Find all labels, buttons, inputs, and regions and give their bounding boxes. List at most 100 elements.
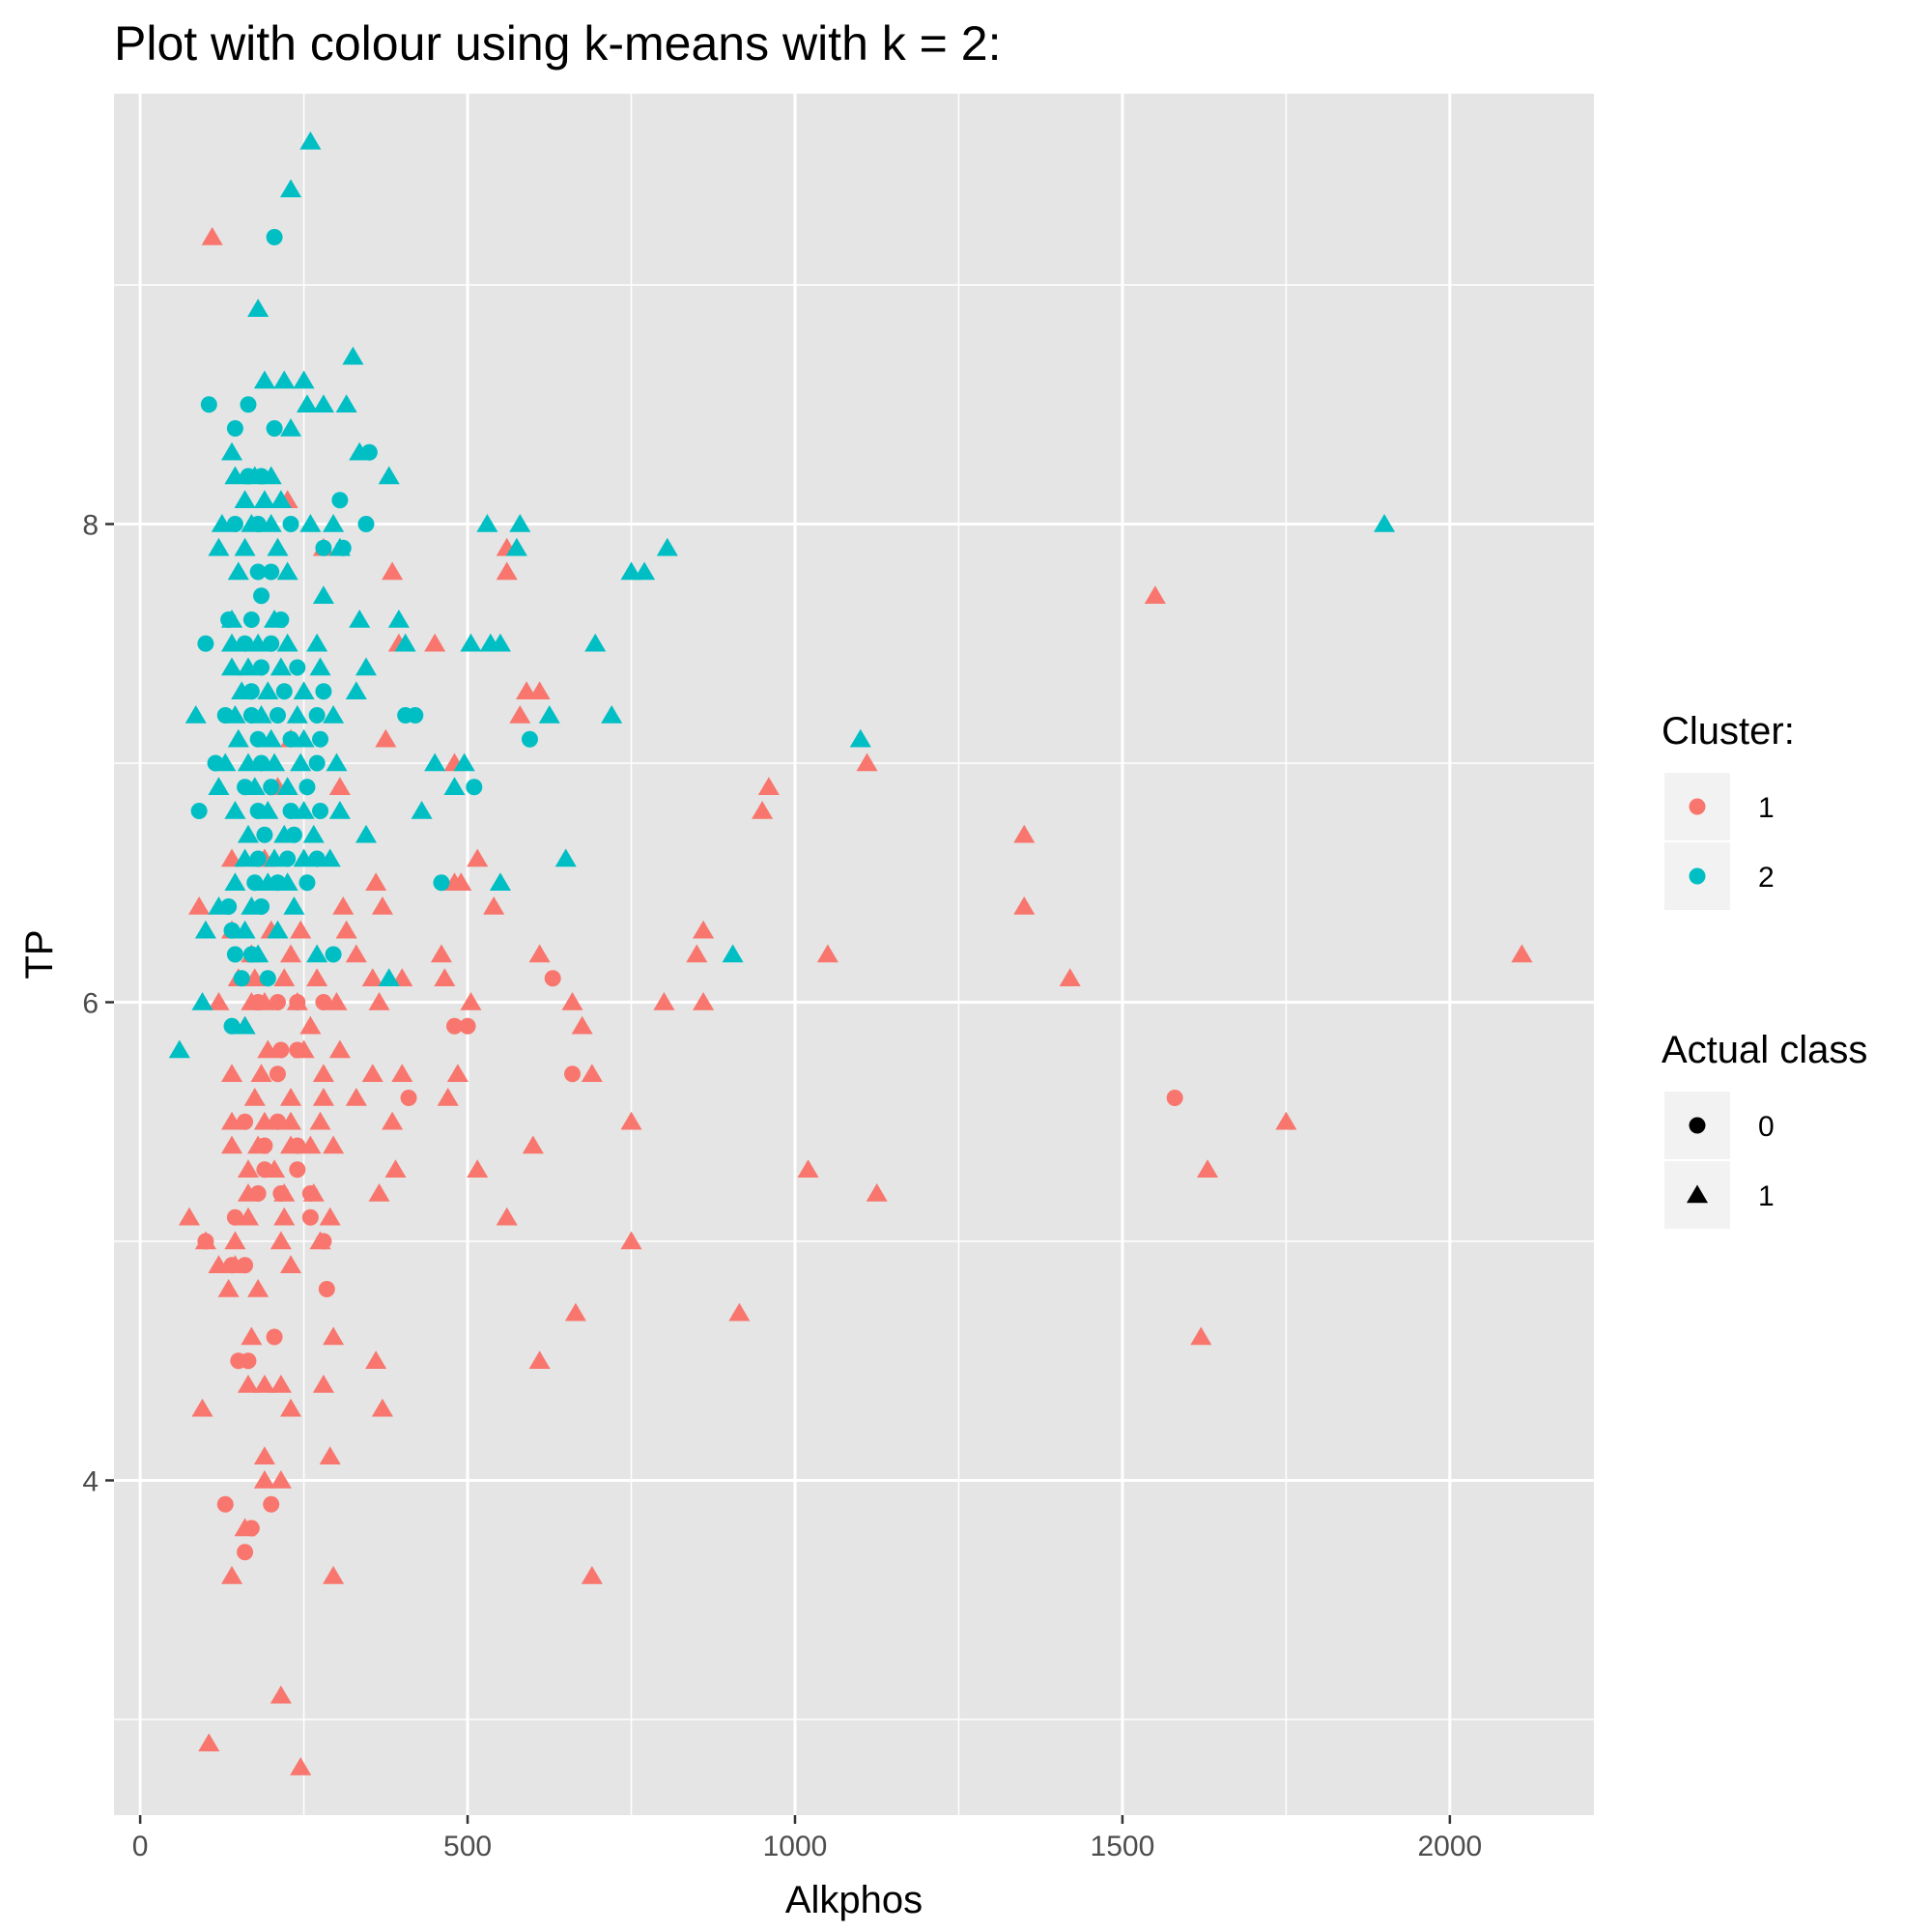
data-point-cluster-1 — [249, 994, 267, 1010]
data-point-cluster-2 — [357, 516, 375, 532]
data-point-cluster-1 — [253, 1111, 275, 1130]
data-point-cluster-2 — [237, 753, 259, 772]
data-point-cluster-1 — [345, 944, 367, 963]
data-point-cluster-1 — [240, 1352, 257, 1370]
data-point-cluster-1 — [306, 968, 328, 986]
data-point-cluster-2 — [247, 633, 270, 652]
data-point-cluster-2 — [282, 516, 299, 532]
data-point-cluster-2 — [253, 898, 270, 915]
data-point-cluster-2 — [253, 754, 270, 772]
data-point-cluster-2 — [325, 946, 342, 963]
data-point-cluster-2 — [234, 920, 256, 939]
data-point-cluster-2 — [272, 611, 290, 628]
legend-key-circle — [1689, 1117, 1706, 1134]
data-point-cluster-1 — [270, 1470, 292, 1489]
legend-key-circle — [1689, 867, 1706, 885]
data-point-cluster-1 — [243, 968, 266, 986]
data-point-cluster-2 — [315, 683, 332, 700]
data-point-cluster-1 — [528, 944, 551, 963]
data-point-cluster-1 — [289, 1161, 306, 1179]
data-point-cluster-2 — [237, 824, 259, 843]
data-point-cluster-1 — [361, 968, 384, 986]
data-point-cluster-2 — [279, 850, 297, 867]
data-point-cluster-1 — [581, 1064, 603, 1082]
data-point-cluster-1 — [237, 1113, 254, 1130]
data-point-cluster-2 — [234, 490, 256, 508]
data-point-cluster-1 — [273, 1207, 296, 1226]
data-point-cluster-2 — [286, 705, 308, 724]
data-point-cluster-2 — [208, 777, 230, 795]
data-point-cluster-1 — [237, 1544, 254, 1561]
data-point-cluster-2 — [308, 754, 326, 772]
data-point-cluster-1 — [1013, 824, 1036, 843]
data-point-cluster-2 — [309, 657, 331, 676]
data-point-cluster-1 — [345, 1088, 367, 1106]
data-point-cluster-1 — [280, 1255, 302, 1273]
data-point-cluster-2 — [296, 394, 318, 412]
data-point-cluster-2 — [433, 874, 450, 892]
data-point-cluster-1 — [382, 1111, 404, 1130]
data-point-cluster-2 — [263, 635, 280, 652]
data-point-cluster-2 — [249, 850, 267, 867]
data-point-cluster-1 — [382, 561, 404, 581]
data-point-cluster-1 — [289, 1137, 306, 1154]
data-point-cluster-1 — [323, 1326, 345, 1346]
data-point-cluster-1 — [368, 1183, 390, 1202]
data-point-cluster-1 — [856, 753, 878, 772]
data-point-cluster-1 — [253, 1470, 275, 1489]
data-point-cluster-2 — [323, 705, 345, 724]
data-point-cluster-1 — [365, 1350, 387, 1369]
data-point-cluster-2 — [267, 537, 289, 556]
data-point-cluster-2 — [216, 707, 234, 724]
data-point-cluster-1 — [424, 633, 446, 652]
data-point-cluster-1 — [752, 801, 774, 819]
x-tick-label: 0 — [132, 1831, 149, 1862]
data-point-cluster-2 — [224, 872, 246, 891]
data-point-cluster-2 — [264, 753, 286, 772]
data-point-cluster-2 — [253, 659, 270, 676]
data-point-cluster-2 — [249, 516, 267, 532]
data-point-cluster-2 — [349, 610, 371, 628]
data-point-cluster-1 — [223, 1257, 241, 1274]
data-point-cluster-1 — [1013, 896, 1036, 915]
data-point-cluster-1 — [1166, 1090, 1183, 1106]
data-point-cluster-2 — [233, 970, 250, 987]
data-point-cluster-1 — [653, 992, 675, 1010]
data-point-cluster-1 — [237, 1159, 259, 1178]
data-point-cluster-2 — [849, 728, 871, 748]
data-point-cluster-1 — [197, 1233, 214, 1250]
data-point-cluster-2 — [584, 633, 607, 652]
data-point-cluster-2 — [355, 824, 378, 843]
data-point-cluster-1 — [272, 1041, 290, 1059]
data-point-cluster-1 — [483, 896, 505, 915]
data-point-cluster-2 — [263, 779, 280, 796]
data-point-cluster-1 — [289, 994, 306, 1010]
data-point-cluster-2 — [331, 492, 349, 509]
data-point-cluster-1 — [391, 1064, 413, 1082]
data-point-cluster-2 — [227, 728, 249, 748]
data-point-cluster-1 — [226, 1208, 243, 1226]
data-point-cluster-1 — [496, 1207, 518, 1226]
y-tick-label: 6 — [82, 988, 99, 1020]
data-point-cluster-2 — [237, 657, 259, 676]
data-point-cluster-2 — [194, 920, 216, 939]
data-point-cluster-1 — [467, 1159, 489, 1178]
data-point-cluster-1 — [241, 1326, 263, 1346]
x-tick-label: 1500 — [1091, 1831, 1155, 1862]
data-point-cluster-1 — [693, 992, 715, 1010]
data-point-cluster-1 — [312, 1064, 334, 1082]
x-tick-label: 2000 — [1417, 1831, 1482, 1862]
data-point-cluster-2 — [319, 848, 341, 867]
data-point-cluster-1 — [280, 1111, 302, 1130]
data-point-cluster-2 — [256, 826, 273, 843]
data-point-cluster-2 — [323, 514, 345, 532]
data-point-cluster-1 — [1144, 585, 1166, 604]
legend-key-triangle — [1686, 1184, 1709, 1204]
data-point-cluster-2 — [242, 683, 260, 700]
data-point-cluster-2 — [306, 944, 328, 963]
data-point-cluster-2 — [220, 441, 243, 461]
data-point-cluster-1 — [270, 1685, 292, 1704]
chart-title: Plot with colour using k-means with k = … — [114, 16, 1001, 71]
data-point-cluster-1 — [620, 1111, 642, 1130]
